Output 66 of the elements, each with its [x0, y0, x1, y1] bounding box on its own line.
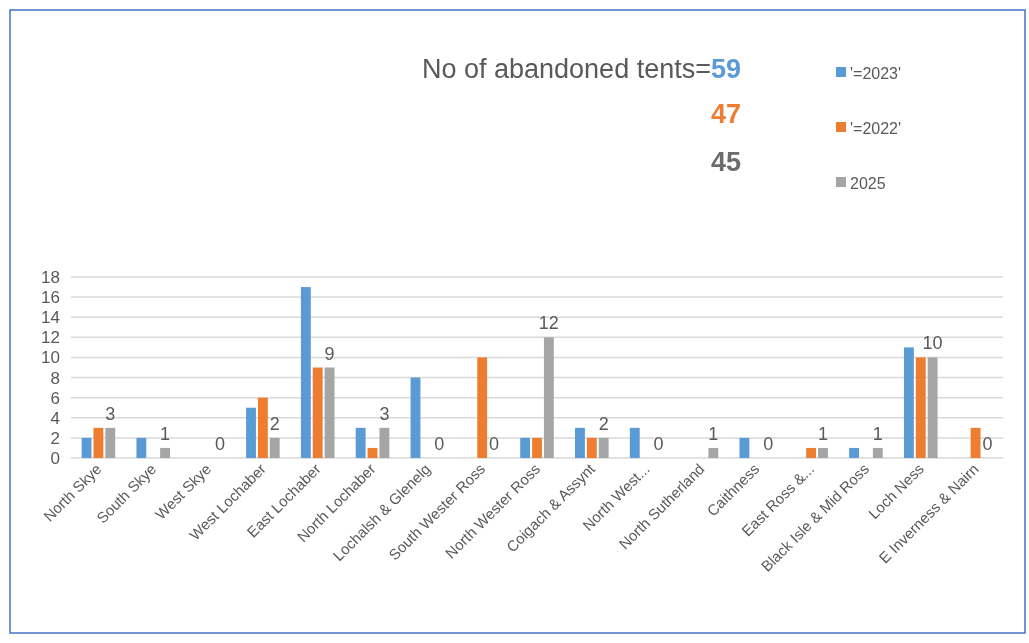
- bar: [849, 447, 860, 458]
- data-label: 9: [324, 343, 335, 364]
- bar: [818, 447, 828, 458]
- legend-label: '=2022': [850, 119, 902, 137]
- y-tick-label: 16: [41, 288, 60, 308]
- data-label: 1: [872, 423, 883, 444]
- y-tick-label: 0: [50, 448, 60, 468]
- text: 45: [710, 147, 741, 177]
- y-tick-label: 12: [41, 328, 60, 348]
- data-label: 12: [538, 313, 559, 334]
- text: 47: [710, 99, 741, 129]
- y-tick-label: 6: [50, 388, 60, 408]
- bar: [739, 437, 750, 458]
- legend-label: '=2023': [850, 64, 902, 82]
- bar: [93, 427, 104, 458]
- bar: [410, 377, 421, 458]
- y-tick-label: 2: [50, 428, 60, 448]
- data-label: 0: [982, 434, 993, 454]
- data-label: 1: [817, 423, 828, 444]
- data-label: 0: [489, 434, 500, 454]
- data-label: 2: [598, 413, 609, 434]
- text: 59: [710, 54, 741, 84]
- y-tick-label: 18: [41, 267, 60, 287]
- bar: [970, 427, 981, 458]
- bar: [367, 447, 378, 458]
- data-label: 2: [269, 413, 280, 434]
- bar: [324, 367, 335, 458]
- bar: [872, 447, 883, 458]
- bar: [300, 287, 311, 458]
- bar: [257, 397, 268, 458]
- bar: [81, 437, 92, 458]
- bar: [903, 347, 914, 458]
- bar: [629, 427, 640, 458]
- bar: [520, 437, 531, 458]
- bar: [379, 427, 390, 458]
- bar: [915, 357, 926, 458]
- bar: [575, 427, 585, 458]
- bar: [806, 447, 817, 458]
- y-tick-label: 14: [41, 308, 60, 328]
- bar: [355, 427, 366, 458]
- bar: [543, 337, 554, 458]
- bar: [160, 447, 171, 458]
- data-label: 0: [214, 434, 225, 454]
- y-tick-label: 8: [50, 368, 60, 388]
- y-tick-label: 10: [41, 348, 60, 368]
- bar: [927, 357, 938, 458]
- y-tick-label: 4: [50, 408, 60, 428]
- bar: [269, 437, 280, 458]
- data-label: 0: [763, 434, 774, 454]
- bar: [246, 407, 256, 458]
- data-label: 1: [708, 423, 719, 444]
- bar: [105, 427, 116, 458]
- bar: [708, 447, 719, 458]
- bar: [136, 437, 147, 458]
- data-label: 3: [105, 403, 116, 424]
- data-label: 1: [160, 423, 171, 444]
- data-label: 10: [922, 333, 943, 354]
- bar: [598, 437, 609, 458]
- data-label: 0: [653, 434, 664, 454]
- bar: [312, 367, 323, 458]
- bar: [586, 437, 597, 458]
- bar: [477, 357, 488, 458]
- data-label: 0: [434, 434, 445, 454]
- bar: [532, 437, 542, 458]
- legend-label: 2025: [850, 174, 886, 192]
- data-label: 3: [379, 403, 390, 424]
